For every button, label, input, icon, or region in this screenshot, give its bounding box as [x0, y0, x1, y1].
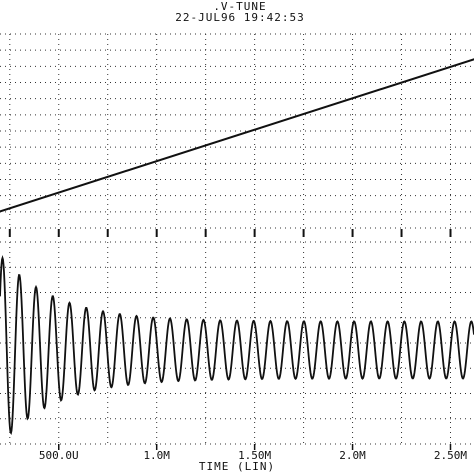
x-tick-label: 1.50M: [238, 449, 271, 462]
x-tick-label: 500.0U: [39, 449, 79, 462]
x-tick-label: 2.50M: [434, 449, 467, 462]
x-tick-label: 2.0M: [339, 449, 366, 462]
x-axis: 500.0U 1.0M 1.50M 2.0M 2.50M: [39, 444, 467, 462]
chart-title: .V-TUNE: [213, 0, 266, 13]
bottom-panel: [0, 241, 474, 445]
ramp-line: [0, 58, 474, 213]
top-panel: [0, 33, 474, 237]
oscillation-trace: [0, 254, 474, 436]
chart-timestamp: 22-JUL96 19:42:53: [175, 11, 305, 24]
x-tick-label: 1.0M: [143, 449, 170, 462]
x-axis-label: TIME (LIN): [199, 460, 275, 473]
